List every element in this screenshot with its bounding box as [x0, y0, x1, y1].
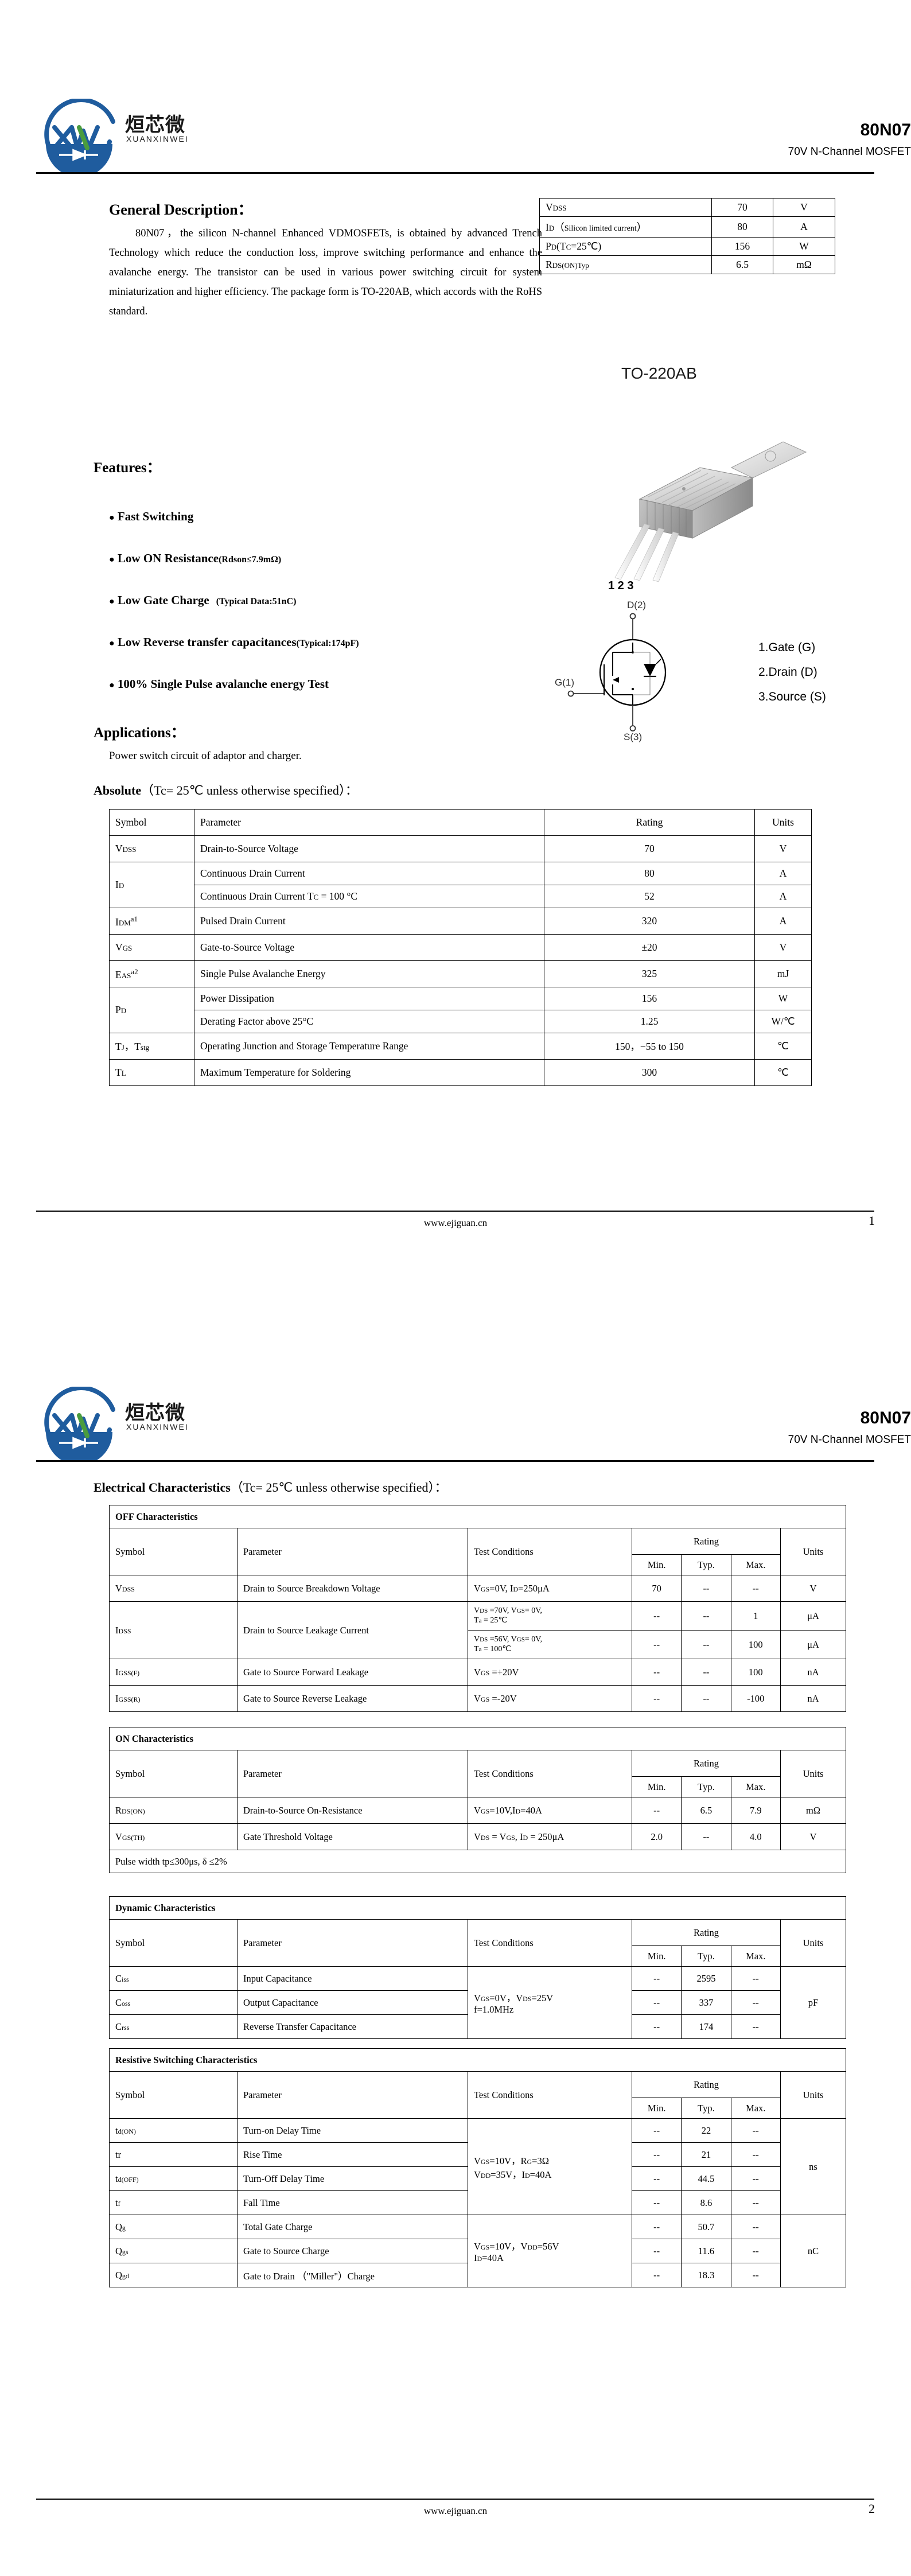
svg-text:D(2): D(2): [627, 600, 646, 610]
svg-text:G(1): G(1): [555, 677, 574, 688]
svg-text:S(3): S(3): [624, 731, 642, 742]
